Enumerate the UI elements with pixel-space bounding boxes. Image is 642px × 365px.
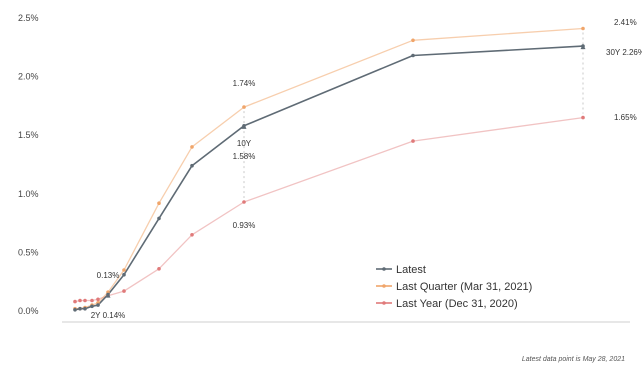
guide-lines bbox=[243, 32, 584, 199]
chart-legend: Latest Last Quarter (Mar 31, 2021) Last Ye… bbox=[376, 264, 532, 310]
y-axis-ticks: 0.0% 0.5% 1.0% 1.5% 2.0% 2.5% bbox=[18, 13, 39, 316]
series-points bbox=[73, 26, 586, 312]
data-label: 10Y bbox=[237, 139, 252, 148]
data-labels: 1.74% 2.41% 30Y 2.26% 1.65% 10Y 1.58% 0.93% 0.1… bbox=[91, 18, 642, 320]
data-point bbox=[83, 306, 87, 311]
series-line bbox=[74, 116, 584, 303]
data-point bbox=[157, 267, 161, 271]
data-point bbox=[78, 306, 82, 311]
data-point bbox=[122, 268, 126, 272]
data-point bbox=[411, 139, 415, 143]
data-point bbox=[242, 105, 246, 109]
data-label: 0.93% bbox=[233, 221, 256, 230]
legend-marker bbox=[382, 267, 386, 271]
legend-marker bbox=[382, 284, 386, 288]
data-label: 1.74% bbox=[233, 79, 256, 88]
tenor-marker bbox=[580, 44, 586, 50]
data-point bbox=[90, 304, 94, 309]
series-lines bbox=[74, 27, 584, 311]
legend-label: Latest bbox=[396, 264, 426, 276]
y-tick-label: 2.0% bbox=[18, 72, 39, 82]
data-point bbox=[190, 163, 194, 168]
data-point bbox=[122, 272, 126, 277]
data-label: 30Y 2.26% bbox=[606, 48, 642, 57]
data-label: 1.58% bbox=[233, 152, 256, 161]
legend-label: Last Year (Dec 31, 2020) bbox=[396, 298, 518, 310]
data-point bbox=[83, 298, 87, 303]
data-point bbox=[242, 200, 246, 204]
data-point bbox=[190, 145, 194, 149]
data-label: 2.41% bbox=[614, 18, 637, 27]
data-point bbox=[78, 298, 82, 303]
data-point bbox=[581, 26, 585, 31]
data-label: 0.13% bbox=[97, 271, 120, 280]
y-tick-label: 1.5% bbox=[18, 130, 39, 140]
series-line bbox=[74, 45, 584, 311]
data-point bbox=[96, 303, 100, 307]
data-point bbox=[157, 216, 161, 221]
data-point bbox=[73, 299, 77, 304]
data-point bbox=[96, 297, 100, 302]
tenor-marker bbox=[241, 123, 247, 129]
data-point bbox=[190, 233, 194, 237]
data-point bbox=[411, 38, 415, 43]
y-tick-label: 1.0% bbox=[18, 189, 39, 199]
data-label: 2Y 0.14% bbox=[91, 311, 126, 320]
data-point bbox=[157, 201, 161, 205]
y-tick-label: 0.5% bbox=[18, 247, 39, 257]
series-line bbox=[75, 27, 584, 310]
data-point bbox=[122, 289, 126, 293]
data-point bbox=[581, 115, 585, 120]
footnote: Latest data point is May 28, 2021 bbox=[522, 356, 625, 363]
tenor-marker bbox=[105, 292, 111, 298]
y-tick-label: 0.0% bbox=[18, 306, 39, 316]
y-tick-label: 2.5% bbox=[18, 13, 39, 23]
data-point bbox=[411, 53, 415, 58]
legend-label: Last Quarter (Mar 31, 2021) bbox=[396, 281, 532, 293]
data-point bbox=[73, 308, 77, 312]
legend-marker bbox=[382, 301, 386, 305]
data-label: 1.65% bbox=[614, 113, 637, 122]
data-point bbox=[90, 298, 94, 303]
